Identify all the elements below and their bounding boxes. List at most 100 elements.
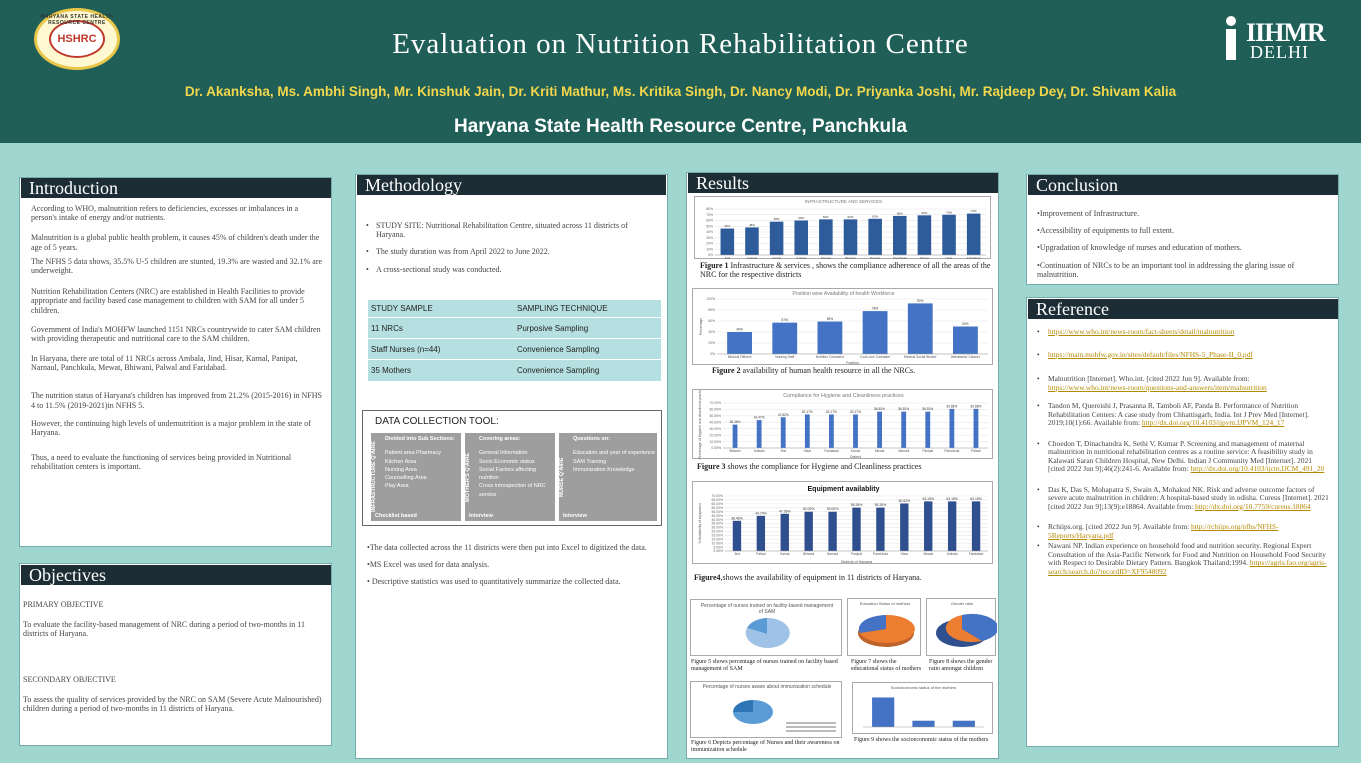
intro-paragraph: Malnutrition is a global public health p… xyxy=(31,233,320,252)
x-tick-label: Nursing Staff xyxy=(775,355,794,359)
analysis-bullet: •MS Excel was used for data analysis. xyxy=(367,560,490,570)
y-tick-label: 50.00% xyxy=(712,510,724,514)
table-header: STUDY SAMPLE xyxy=(371,304,433,313)
y-tick-label: 5.00% xyxy=(713,545,723,549)
intro-paragraph: In Haryana, there are total of 11 NRCs a… xyxy=(31,354,298,373)
dct-item: Play Area xyxy=(385,483,409,490)
dct-item: SAM Training xyxy=(573,458,607,465)
y-tick-label: 30.00% xyxy=(710,427,722,431)
chart-socioeconomic-svg xyxy=(863,697,984,728)
logo-ring-text: HARYANA STATE HEALTH RESOURCE CENTRE xyxy=(40,14,114,26)
data-label: 47.82% xyxy=(778,413,789,417)
y-axis-label: % Availability of equipment xyxy=(698,503,702,543)
chart-bar xyxy=(780,417,786,448)
dct-item: Kitchen Area xyxy=(385,458,417,465)
fig7-caption: Figure 7 shows the educational status of… xyxy=(851,659,922,672)
introduction-panel xyxy=(19,177,332,547)
reference-link[interactable]: https://www.who.int/news-room/questions-… xyxy=(1048,382,1267,392)
y-tick-label: 50.00% xyxy=(710,414,722,418)
x-tick-label: Panipat xyxy=(870,256,880,260)
fig5-title: Percentage of nurses trained on facility… xyxy=(700,603,834,615)
reference-link[interactable]: https://agris.fao.org/agris-search/searc… xyxy=(1048,558,1327,576)
data-label: 63% xyxy=(872,214,878,218)
data-label: 58% xyxy=(774,217,780,221)
methodology-heading: Methodology xyxy=(357,175,666,195)
chart-bar xyxy=(853,414,858,448)
chart-bar xyxy=(901,411,907,448)
reference-item: Tandon M, Quereishi J, Prasanna R, Tambo… xyxy=(1037,401,1330,428)
data-label: 55.26% xyxy=(851,503,863,507)
fig2-caption: Figure 2 availability of human health re… xyxy=(712,366,992,375)
dct-title: DATA COLLECTION TOOL: xyxy=(375,416,499,427)
conclusion-item-text: Accessibility of equipments to full exte… xyxy=(1039,226,1175,236)
reference-link[interactable]: https://main.mohfw.gov.in/sites/default/… xyxy=(1048,349,1253,359)
chart-bar xyxy=(756,515,766,551)
y-tick-label: 60% xyxy=(708,319,715,323)
method-bullet: • A cross-sectional study was conducted. xyxy=(366,264,502,274)
conclusion-item-text: Improvement of Infrastructure. xyxy=(1039,209,1140,218)
hshrc-logo: HARYANA STATE HEALTH RESOURCE CENTRE HSH… xyxy=(34,8,120,70)
method-bullet: • STUDY SITE: Nutritional Rehabilitation … xyxy=(366,221,628,240)
introduction-body: According to WHO, malnutrition refers to… xyxy=(31,204,323,472)
fig4-caption-text: ,shows the availability of equipment in … xyxy=(720,573,922,582)
pie-slice xyxy=(945,615,982,643)
fig2-caption-text: availability of human health resource in… xyxy=(740,366,916,375)
intro-paragraph: According to WHO, malnutrition refers to… xyxy=(31,204,299,223)
pie-slice xyxy=(858,615,886,633)
x-tick-label: Mewat xyxy=(920,256,929,260)
pie-nurses-trained: Percentage of nurses trained on facility… xyxy=(690,599,842,656)
intro-paragraph: However, the continuing high levels of u… xyxy=(31,418,311,437)
y-tick-label: 70.00% xyxy=(712,494,724,498)
legend-swatch xyxy=(786,722,836,724)
chart-bar xyxy=(780,513,789,551)
chart-bar xyxy=(868,218,882,255)
reference-link[interactable]: http://rchiips.org/nfhs/NFHS-5Reports/Ha… xyxy=(1048,522,1279,540)
chart-bar xyxy=(876,507,885,551)
dct-head: Questions on: xyxy=(573,436,610,442)
pie-education: Education Status of mothers xyxy=(847,598,921,656)
data-label: 57% xyxy=(782,318,789,322)
reference-link[interactable]: http://dx.doi.org/10.7759/cureus.18864 xyxy=(1195,501,1311,511)
sampling-table: STUDY SAMPLE SAMPLING TECHNIQUE 11 NRCs … xyxy=(368,300,661,381)
x-tick-label: Narnaul xyxy=(898,449,909,453)
data-label: 70% xyxy=(946,210,952,214)
dct-side-label: INFRASTRUCTURE Q'AIRE xyxy=(371,441,377,513)
secondary-objective-label: SECONDARY OBJECTIVE xyxy=(23,674,116,684)
reference-text: Tandon M, Quereishi J, Prasanna R, Tambo… xyxy=(1048,401,1309,428)
introduction-heading: Introduction xyxy=(21,178,331,198)
data-label: 60.86% xyxy=(946,404,957,408)
data-label: 63.15% xyxy=(946,497,958,501)
x-tick-label: Panipat xyxy=(851,552,862,556)
data-label: 62% xyxy=(823,215,829,219)
legend-swatch xyxy=(786,726,836,728)
reference-text: Nawani NP. Indian experience on househol… xyxy=(1048,541,1326,568)
poster-title: Evaluation on Nutrition Rehabilitation C… xyxy=(392,28,969,60)
x-tick-label: Ambala xyxy=(796,256,807,260)
intro-paragraph: Nutrition Rehabilitation Centers (NRC) a… xyxy=(31,287,305,315)
fig3-caption-label: Figure 3 xyxy=(697,462,726,471)
dct-side-label: NURSE Q'AIRE xyxy=(559,457,565,497)
fig8-title: Gender ratio xyxy=(950,601,974,606)
dct-item: Immunization Knowledge xyxy=(573,466,635,473)
y-tick-label: 40% xyxy=(708,330,715,334)
data-label: 52.17% xyxy=(850,410,861,414)
reference-link[interactable]: http://dx.doi.org/10.4103/ijcm.IJCM_491_… xyxy=(1190,464,1325,474)
chart-bar xyxy=(900,503,909,551)
x-tick-label: Faridabad xyxy=(824,449,839,453)
x-tick-label: Jind xyxy=(780,449,786,453)
y-tick-label: 25.00% xyxy=(712,530,724,534)
chart-workforce-svg: Position wise Availability of health Wor… xyxy=(699,291,988,365)
reference-link[interactable]: http://dx.doi.org/10.4103/ijpvm.IJPVM_12… xyxy=(1141,418,1285,428)
reference-text: Rchiips.org. [cited 2022 Jun 9]. Availab… xyxy=(1048,522,1191,532)
data-label: 50.00% xyxy=(803,507,815,511)
x-tick-label: Panipat xyxy=(922,449,933,453)
y-tick-label: 60.00% xyxy=(712,502,724,506)
fig8-caption: Figure 8 shows the gender ratio amongst … xyxy=(929,659,993,672)
chart-bar xyxy=(952,720,975,727)
y-tick-label: 70% xyxy=(706,213,713,217)
dct-item: Socio Economic status xyxy=(479,458,535,465)
reference-link[interactable]: https://www.who.int/news-room/fact-sheet… xyxy=(1048,327,1235,336)
dct-item: General Information xyxy=(479,450,528,457)
chart-bar xyxy=(973,408,979,448)
dct-head: Covering areas: xyxy=(479,436,521,442)
